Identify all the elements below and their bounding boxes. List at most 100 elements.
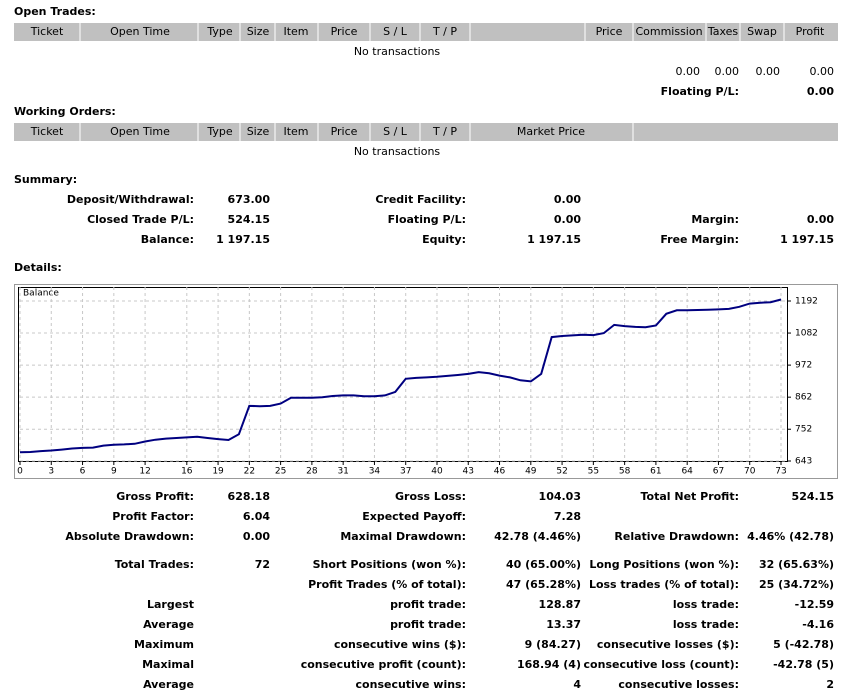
stat-value: 42.78 (4.46%) <box>494 530 581 543</box>
stat-label: Profit Trades (% of total): <box>308 578 466 591</box>
stat-value: 0.00 <box>807 213 834 226</box>
stat-label: consecutive loss (count): <box>584 658 739 671</box>
stat-label: consecutive losses: <box>618 678 739 691</box>
stat-label: Expected Payoff: <box>362 510 466 523</box>
column-header: Open Time <box>110 25 170 38</box>
column-header: Size <box>247 125 270 138</box>
chart-title: Balance <box>23 289 59 299</box>
stat-value: 25 (34.72%) <box>759 578 834 591</box>
chart-frame <box>15 285 838 479</box>
stat-value: 1 197.15 <box>216 233 270 246</box>
stat-label: Balance: <box>141 233 194 246</box>
stat-label: Margin: <box>691 213 739 226</box>
stat-value: 673.00 <box>228 193 271 206</box>
column-header: Ticket <box>30 125 64 138</box>
stat-value: 9 (84.27) <box>525 638 581 651</box>
column-header: Taxes <box>707 25 739 38</box>
stat-value: 1 197.15 <box>780 233 834 246</box>
x-tick-label: 37 <box>400 467 411 477</box>
stat-value: 524.15 <box>228 213 270 226</box>
stat-label: loss trade: <box>673 618 739 631</box>
stat-label: Largest <box>147 598 194 611</box>
column-header: S / L <box>383 125 408 138</box>
stat-label: Gross Loss: <box>395 490 466 503</box>
column-header: Size <box>247 25 270 38</box>
total-value: 0.00 <box>676 65 701 78</box>
total-value: 0.00 <box>756 65 781 78</box>
stat-value: 628.18 <box>228 490 270 503</box>
stat-value: 2 <box>826 678 834 691</box>
stat-label: Long Positions (won %): <box>589 558 739 571</box>
stat-value: 104.03 <box>539 490 581 503</box>
stat-value: 13.37 <box>546 618 581 631</box>
column-header: Profit <box>796 25 825 38</box>
stat-value: 32 (65.63%) <box>759 558 834 571</box>
x-tick-label: 12 <box>139 467 150 477</box>
stat-label: loss trade: <box>673 598 739 611</box>
stat-value: 6.04 <box>243 510 270 523</box>
column-header: Item <box>283 125 308 138</box>
stat-label: Total Trades: <box>115 558 194 571</box>
stat-value: 128.87 <box>539 598 581 611</box>
empty-note: No transactions <box>354 145 441 158</box>
x-tick-label: 64 <box>681 467 693 477</box>
stat-label: Profit Factor: <box>112 510 194 523</box>
x-tick-label: 40 <box>431 467 443 477</box>
column-header: Item <box>283 25 308 38</box>
stat-value: 7.28 <box>554 510 581 523</box>
stat-value: 0.00 <box>554 213 581 226</box>
stat-value: 47 (65.28%) <box>506 578 581 591</box>
stat-label: Floating P/L: <box>388 213 466 226</box>
stat-label: Equity: <box>422 233 466 246</box>
column-header: S / L <box>383 25 408 38</box>
stat-value: 0.00 <box>243 530 270 543</box>
stat-label: Closed Trade P/L: <box>87 213 194 226</box>
stat-value: -12.59 <box>795 598 834 611</box>
stat-label: profit trade: <box>390 618 466 631</box>
stat-value: -4.16 <box>802 618 834 631</box>
stat-label: Relative Drawdown: <box>614 530 739 543</box>
x-tick-label: 55 <box>588 467 599 477</box>
x-tick-label: 25 <box>275 467 286 477</box>
stat-value: 524.15 <box>792 490 834 503</box>
stat-value: 5 (-42.78) <box>773 638 834 651</box>
stat-label: Maximal <box>142 658 194 671</box>
stat-value: -42.78 (5) <box>773 658 834 671</box>
y-tick-label: 862 <box>795 393 812 403</box>
stat-label: Average <box>143 618 194 631</box>
stat-value: 168.94 (4) <box>517 658 581 671</box>
stat-label: consecutive wins ($): <box>334 638 466 651</box>
x-tick-label: 16 <box>181 467 193 477</box>
section-title: Open Trades: <box>14 5 96 18</box>
x-tick-label: 70 <box>744 467 756 477</box>
stat-label: consecutive wins: <box>356 678 466 691</box>
column-header: Market Price <box>517 125 585 138</box>
section-title: Summary: <box>14 173 77 186</box>
x-tick-label: 67 <box>713 467 724 477</box>
column-header: Price <box>596 25 623 38</box>
x-tick-label: 58 <box>619 467 631 477</box>
stat-value: 4.46% (42.78) <box>747 530 834 543</box>
x-tick-label: 22 <box>244 467 255 477</box>
stat-value: 0.00 <box>554 193 581 206</box>
y-tick-label: 643 <box>795 457 812 467</box>
y-tick-label: 752 <box>795 425 812 435</box>
column-header: T / P <box>432 25 457 38</box>
stat-value: 72 <box>255 558 270 571</box>
stat-label: Total Net Profit: <box>641 490 740 503</box>
x-tick-label: 9 <box>111 467 117 477</box>
stat-label: Credit Facility: <box>375 193 466 206</box>
x-tick-label: 61 <box>650 467 661 477</box>
x-tick-label: 34 <box>369 467 381 477</box>
column-header: Type <box>206 25 232 38</box>
stat-label: Maximum <box>134 638 194 651</box>
empty-note: No transactions <box>354 45 441 58</box>
stat-label: Maximal Drawdown: <box>340 530 466 543</box>
x-tick-label: 49 <box>525 467 537 477</box>
stat-label: consecutive losses ($): <box>597 638 739 651</box>
y-tick-label: 1082 <box>795 329 818 339</box>
stat-label: Short Positions (won %): <box>313 558 466 571</box>
x-tick-label: 28 <box>306 467 318 477</box>
column-header: Commission <box>635 25 702 38</box>
x-tick-label: 3 <box>48 467 54 477</box>
